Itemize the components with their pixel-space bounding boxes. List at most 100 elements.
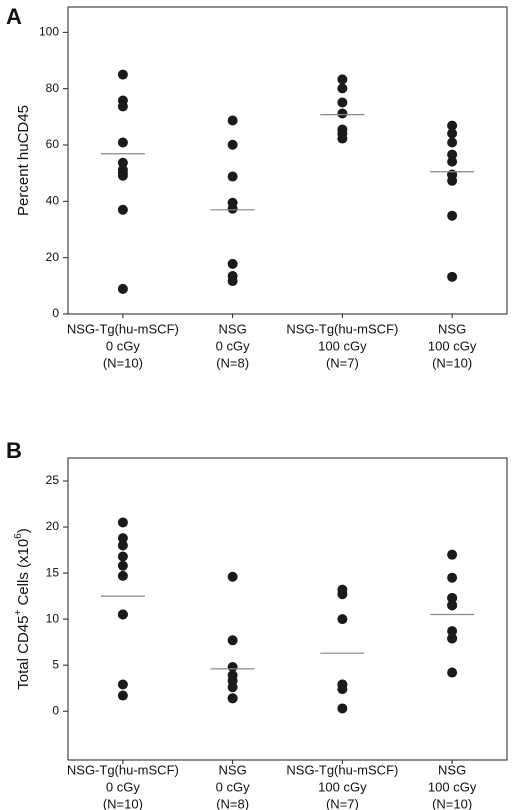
- data-point: [447, 120, 458, 131]
- x-tick-label: NSG: [219, 321, 247, 336]
- y-axis-label: Total CD45+ Cells (x106): [13, 528, 32, 689]
- x-tick-label: (N=10): [432, 355, 472, 370]
- panel-label: B: [6, 438, 22, 463]
- data-point: [117, 560, 128, 571]
- y-tick-label: 15: [46, 565, 60, 579]
- data-point: [227, 635, 238, 646]
- y-tick-label: 0: [52, 703, 59, 717]
- data-point: [447, 156, 458, 167]
- data-point: [117, 570, 128, 581]
- data-point: [227, 115, 238, 126]
- data-point: [227, 682, 238, 693]
- data-point: [117, 690, 128, 701]
- data-point: [447, 592, 458, 603]
- y-axis-label-part: +: [13, 610, 24, 616]
- data-point: [447, 600, 458, 611]
- y-axis-label-part: Total CD45: [15, 616, 32, 690]
- x-tick-label: 0 cGy: [216, 779, 250, 794]
- data-point: [447, 128, 458, 139]
- data-point: [447, 633, 458, 644]
- x-tick-label: 100 cGy: [428, 338, 477, 353]
- data-point: [337, 83, 348, 94]
- x-tick-label: (N=7): [326, 796, 359, 810]
- data-point: [227, 662, 238, 673]
- data-point: [227, 693, 238, 704]
- data-point: [337, 133, 348, 144]
- x-tick-label: (N=10): [103, 355, 143, 370]
- x-tick-label: (N=10): [103, 796, 143, 810]
- data-point: [447, 137, 458, 148]
- data-point: [337, 74, 348, 85]
- data-point: [227, 258, 238, 269]
- data-point: [337, 703, 348, 714]
- y-tick-label: 80: [46, 81, 60, 95]
- data-point: [447, 210, 458, 221]
- x-tick-label: NSG: [219, 762, 247, 777]
- data-point: [337, 589, 348, 600]
- x-tick-label: (N=7): [326, 355, 359, 370]
- x-tick-label: (N=8): [216, 355, 249, 370]
- plot-frame: [67, 457, 508, 761]
- x-tick-label: NSG: [438, 762, 466, 777]
- data-point: [447, 271, 458, 282]
- y-axis-label: Percent huCD45: [15, 105, 32, 216]
- y-axis-label-part: Percent huCD45: [15, 105, 32, 216]
- data-point: [117, 679, 128, 690]
- y-axis-label-part: Cells (x10: [15, 539, 32, 610]
- data-point: [117, 517, 128, 528]
- y-tick-label: 5: [52, 657, 59, 671]
- data-point: [337, 97, 348, 108]
- data-point: [337, 614, 348, 625]
- y-axis-label-part: ): [15, 528, 32, 533]
- data-point: [337, 108, 348, 119]
- y-tick-label: 25: [46, 473, 60, 487]
- plot-frame: [67, 6, 508, 315]
- x-tick-label: 0 cGy: [106, 779, 140, 794]
- y-tick-label: 40: [46, 194, 60, 208]
- x-tick-label: 0 cGy: [216, 338, 250, 353]
- data-point: [117, 540, 128, 551]
- x-tick-label: (N=10): [432, 796, 472, 810]
- x-tick-label: 100 cGy: [318, 338, 367, 353]
- data-point: [117, 533, 128, 544]
- data-point: [447, 549, 458, 560]
- data-point: [447, 175, 458, 186]
- x-tick-label: (N=8): [216, 796, 249, 810]
- y-tick-label: 20: [46, 250, 60, 264]
- data-point: [117, 283, 128, 294]
- y-tick-label: 10: [46, 611, 60, 625]
- y-tick-label: 0: [52, 306, 59, 320]
- data-point: [447, 572, 458, 583]
- x-tick-label: 0 cGy: [106, 338, 140, 353]
- data-point: [227, 276, 238, 287]
- data-point: [227, 571, 238, 582]
- x-tick-label: NSG-Tg(hu-mSCF): [67, 321, 179, 336]
- x-tick-label: 100 cGy: [428, 779, 477, 794]
- panel-label: A: [6, 4, 22, 29]
- x-tick-label: 100 cGy: [318, 779, 367, 794]
- data-point: [227, 139, 238, 150]
- data-point: [447, 149, 458, 160]
- x-tick-label: NSG: [438, 321, 466, 336]
- data-point: [117, 101, 128, 112]
- data-point: [117, 551, 128, 562]
- data-point: [447, 667, 458, 678]
- x-tick-label: NSG-Tg(hu-mSCF): [67, 762, 179, 777]
- y-tick-label: 60: [46, 137, 60, 151]
- data-point: [117, 69, 128, 80]
- data-point: [117, 137, 128, 148]
- data-point: [227, 203, 238, 214]
- y-tick-label: 20: [46, 519, 60, 533]
- data-point: [117, 609, 128, 620]
- data-point: [227, 171, 238, 182]
- data-point: [117, 170, 128, 181]
- y-tick-label: 100: [39, 25, 59, 39]
- x-tick-label: NSG-Tg(hu-mSCF): [286, 762, 398, 777]
- x-tick-label: NSG-Tg(hu-mSCF): [286, 321, 398, 336]
- data-point: [337, 679, 348, 690]
- y-axis-label-part: 6: [13, 533, 24, 539]
- data-point: [117, 157, 128, 168]
- data-point: [447, 626, 458, 637]
- data-point: [117, 204, 128, 215]
